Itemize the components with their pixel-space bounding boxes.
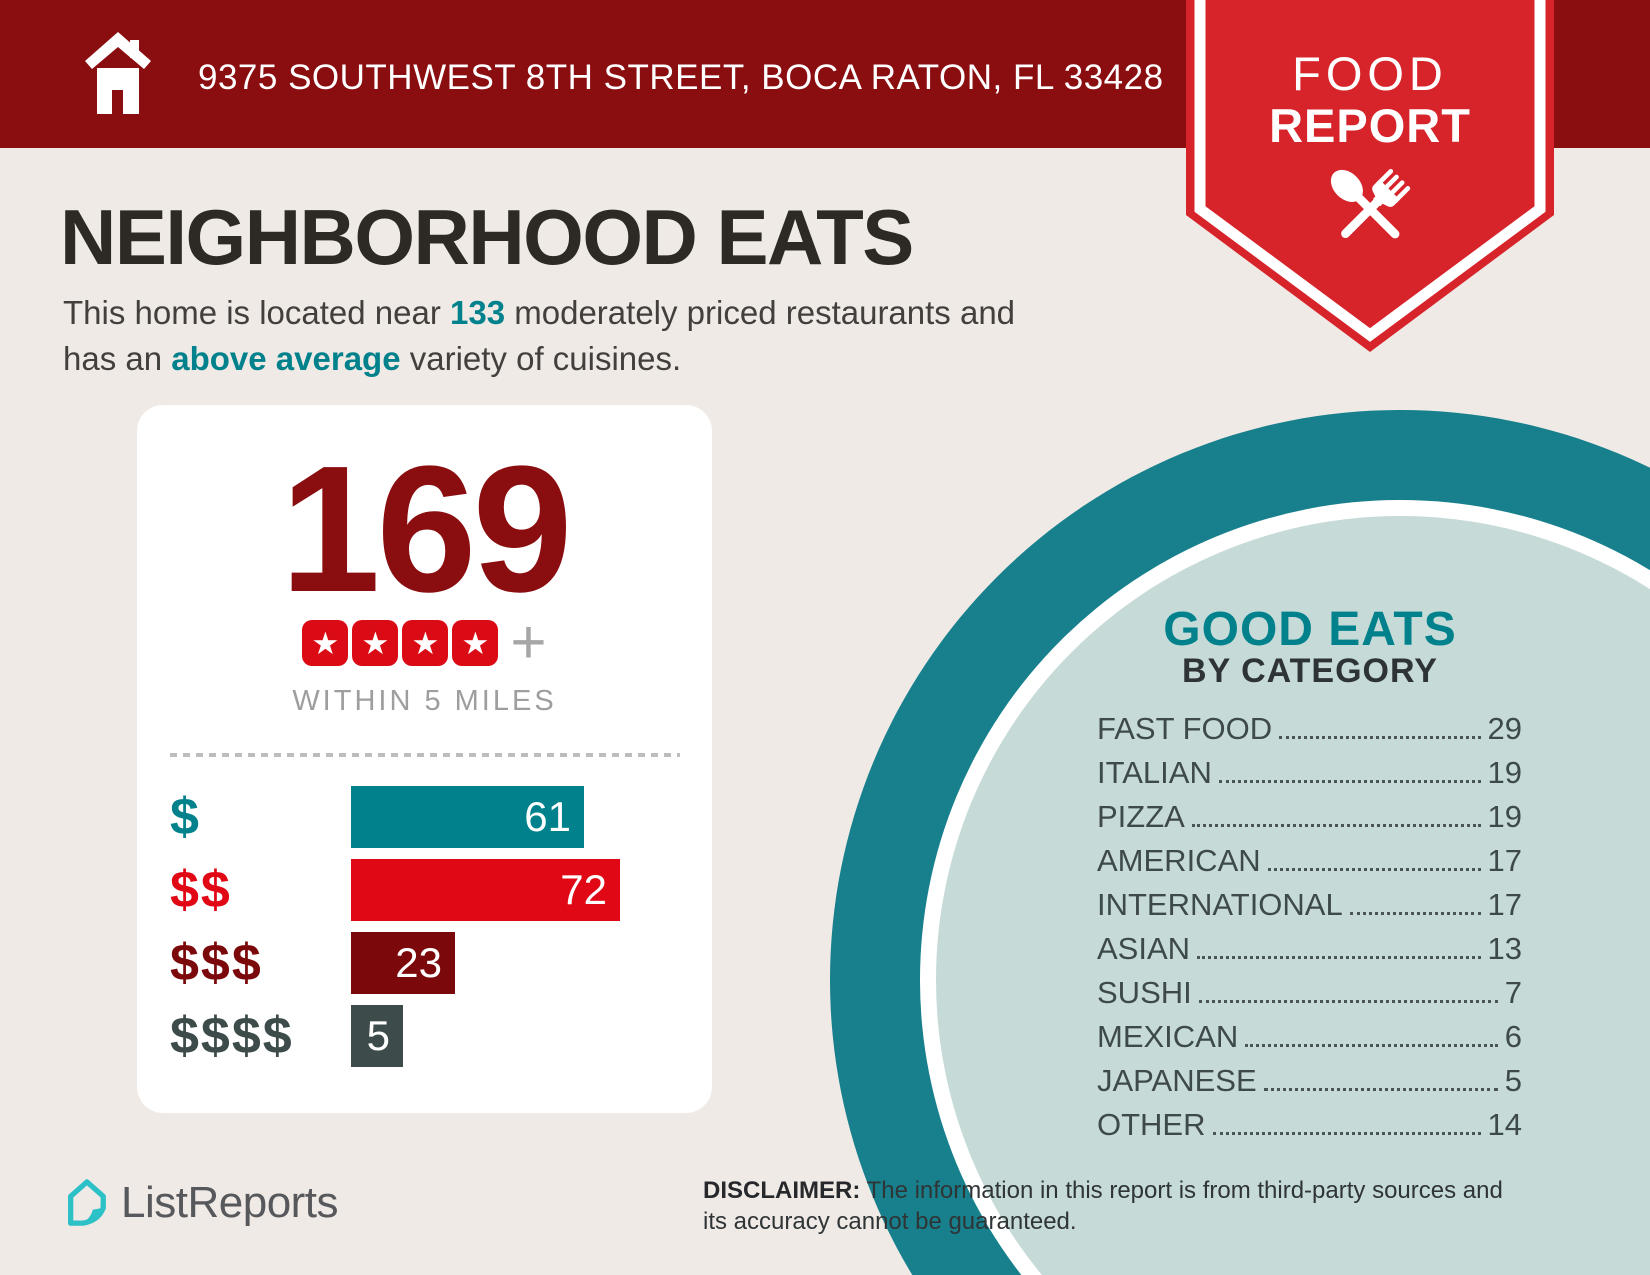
price-level-bar-chart: $ 61 $$ 72 $$$ 23 $$$$ 5: [170, 786, 680, 1078]
category-label: SUSHI: [1097, 975, 1192, 1010]
dotted-leader: [1191, 824, 1481, 827]
price-label: $$: [170, 861, 232, 919]
listreports-house-icon: [68, 1179, 106, 1226]
price-label: $: [170, 788, 201, 846]
category-label: AMERICAN: [1097, 843, 1261, 878]
listreports-logo: ListReports: [63, 1178, 339, 1228]
category-value: 19: [1487, 799, 1522, 834]
dotted-leader: [1279, 736, 1481, 739]
category-row: INTERNATIONAL 17: [1097, 883, 1522, 927]
category-row: MEXICAN 6: [1097, 1015, 1522, 1059]
category-row: PIZZA 19: [1097, 795, 1522, 839]
disclaimer-label: DISCLAIMER:: [703, 1177, 861, 1204]
bar-value: 72: [560, 866, 607, 913]
category-value: 6: [1504, 1019, 1522, 1054]
restaurant-stats-card: 169 ★ ★ ★ ★ + WITHIN 5 MILES $ 61 $$ 72 …: [137, 405, 712, 1113]
disclaimer: DISCLAIMER: The information in this repo…: [703, 1176, 1533, 1237]
star-icon: ★: [352, 620, 399, 666]
spoon-fork-icon: [1330, 168, 1411, 239]
category-row: ASIAN 13: [1097, 927, 1522, 971]
ribbon-title-line2: REPORT: [1269, 99, 1471, 152]
dotted-leader: [1263, 1088, 1498, 1091]
page-subtitle: This home is located near 133 moderately…: [63, 290, 1123, 381]
rating-stars: ★ ★ ★ ★ +: [137, 612, 712, 674]
dotted-leader: [1197, 956, 1481, 959]
dotted-leader: [1245, 1044, 1498, 1047]
category-value: 17: [1487, 887, 1522, 922]
variety-highlight: above average: [171, 339, 401, 377]
ribbon-banner-shape: [1186, 0, 1554, 352]
bar-row-price-2: $$ 72: [170, 859, 680, 921]
category-row: ITALIAN 19: [1097, 751, 1522, 795]
dotted-leader: [1212, 1132, 1481, 1135]
category-label: ITALIAN: [1097, 755, 1212, 790]
good-eats-title: GOOD EATS: [1163, 603, 1457, 656]
bar-row-price-4: $$$$ 5: [170, 1005, 680, 1067]
category-row: OTHER 14: [1097, 1103, 1522, 1147]
subtitle-line-2: has an above average variety of cuisines…: [63, 339, 682, 377]
category-row: JAPANESE 5: [1097, 1059, 1522, 1103]
dotted-leader: [1267, 868, 1481, 871]
bar: 23: [351, 932, 455, 994]
plus-icon: +: [510, 608, 547, 677]
bar: 72: [351, 859, 620, 921]
category-value: 19: [1487, 755, 1522, 790]
category-value: 13: [1487, 931, 1522, 966]
category-label: INTERNATIONAL: [1097, 887, 1343, 922]
category-value: 29: [1487, 711, 1522, 746]
category-value: 5: [1504, 1063, 1522, 1098]
disclaimer-text: The information in this report is from t…: [703, 1177, 1503, 1235]
category-label: JAPANESE: [1097, 1063, 1257, 1098]
bar-value: 5: [366, 1012, 390, 1059]
bar: 5: [351, 1005, 403, 1067]
bar-value: 23: [395, 939, 442, 986]
dotted-leader: [1218, 780, 1481, 783]
star-icon: ★: [302, 620, 349, 666]
subtitle-line-1: This home is located near 133 moderately…: [63, 294, 1016, 331]
category-label: ASIAN: [1097, 931, 1191, 966]
bar: 61: [351, 786, 584, 848]
category-value: 14: [1487, 1107, 1522, 1142]
restaurant-count-highlight: 133: [450, 294, 506, 331]
dotted-leader: [1198, 1000, 1498, 1003]
category-label: PIZZA: [1097, 799, 1185, 834]
category-list: FAST FOOD 29 ITALIAN 19 PIZZA 19 AMERICAN 17…: [1097, 707, 1522, 1147]
category-row: SUSHI 7: [1097, 971, 1522, 1015]
category-label: OTHER: [1097, 1107, 1206, 1142]
price-label: $$$$: [170, 1007, 294, 1065]
food-report-ribbon: FOOD REPORT: [1186, 0, 1554, 356]
bar-row-price-3: $$$ 23: [170, 932, 680, 994]
bar-row-price-1: $ 61: [170, 786, 680, 848]
restaurant-count: 169: [280, 429, 572, 630]
brand-name: ListReports: [121, 1178, 339, 1227]
category-label: MEXICAN: [1097, 1019, 1239, 1054]
ribbon-title-line1: FOOD: [1292, 47, 1448, 100]
home-icon: [85, 32, 151, 114]
dotted-leader: [1349, 912, 1481, 915]
bar-value: 61: [524, 793, 571, 840]
good-eats-subtitle: BY CATEGORY: [1182, 652, 1438, 690]
dashed-divider: [170, 753, 680, 757]
page-title: NEIGHBORHOOD EATS: [60, 193, 914, 281]
category-row: FAST FOOD 29: [1097, 707, 1522, 751]
category-row: AMERICAN 17: [1097, 839, 1522, 883]
category-label: FAST FOOD: [1097, 711, 1273, 746]
star-icon: ★: [402, 620, 449, 666]
property-address: 9375 SOUTHWEST 8TH STREET, BOCA RATON, F…: [198, 58, 1164, 97]
star-icon: ★: [452, 620, 499, 666]
price-label: $$$: [170, 934, 263, 992]
category-value: 7: [1504, 975, 1522, 1010]
radius-label: WITHIN 5 MILES: [292, 685, 557, 717]
category-value: 17: [1487, 843, 1522, 878]
